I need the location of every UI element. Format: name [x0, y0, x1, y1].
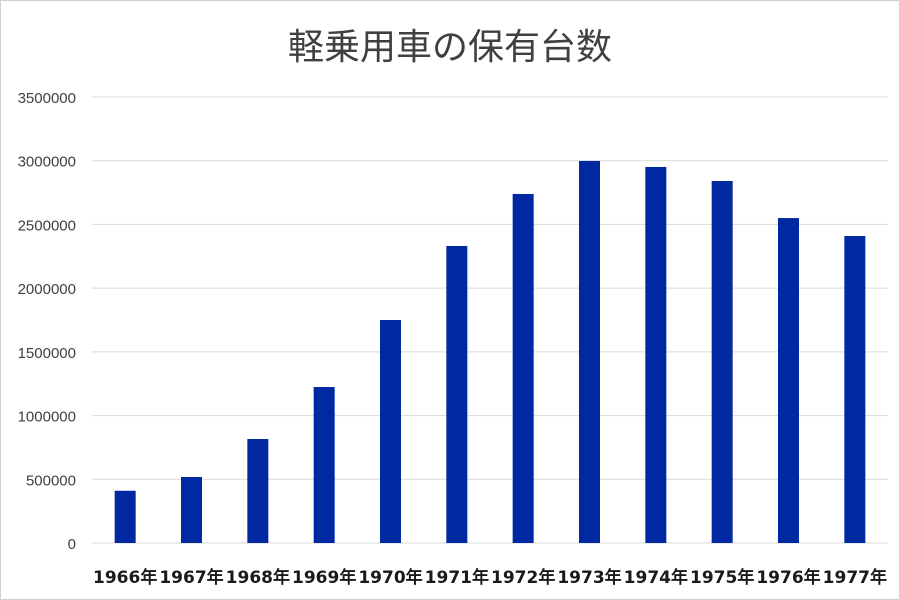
bar [778, 218, 799, 544]
y-tick-label: 3500000 [18, 90, 76, 107]
y-tick-label: 2500000 [18, 217, 76, 234]
bar [247, 439, 269, 543]
x-tick-label: 1969年 [292, 567, 356, 588]
bar [579, 160, 600, 543]
bar [645, 166, 667, 543]
y-tick-label: 1000000 [18, 409, 76, 426]
x-tick-label: 1976年 [756, 567, 820, 588]
x-tick-label: 1973年 [557, 567, 621, 588]
x-tick-label: 1975年 [690, 567, 754, 588]
x-tick-label: 1977年 [823, 567, 887, 588]
bar [313, 387, 335, 543]
x-tick-label: 1972年 [491, 567, 555, 588]
y-tick-label: 2000000 [18, 281, 76, 298]
y-tick-label: 0 [68, 536, 76, 553]
y-tick-label: 500000 [26, 472, 76, 489]
bar [114, 490, 136, 543]
x-tick-label: 1967年 [159, 567, 223, 588]
x-tick-label: 1968年 [226, 567, 290, 588]
bar [181, 476, 202, 543]
y-tick-label: 3000000 [18, 154, 76, 171]
x-tick-label: 1974年 [624, 567, 688, 588]
x-tick-label: 1966年 [93, 567, 157, 588]
chart-title: 軽乗用車の保有台数 [287, 27, 612, 68]
y-tick-label: 1500000 [18, 345, 76, 362]
bar [380, 320, 401, 543]
x-tick-label: 1971年 [425, 567, 489, 588]
bar [844, 236, 866, 543]
x-tick-label: 1970年 [358, 567, 422, 588]
bar [512, 193, 534, 543]
bar [446, 245, 468, 544]
bar [711, 180, 733, 543]
